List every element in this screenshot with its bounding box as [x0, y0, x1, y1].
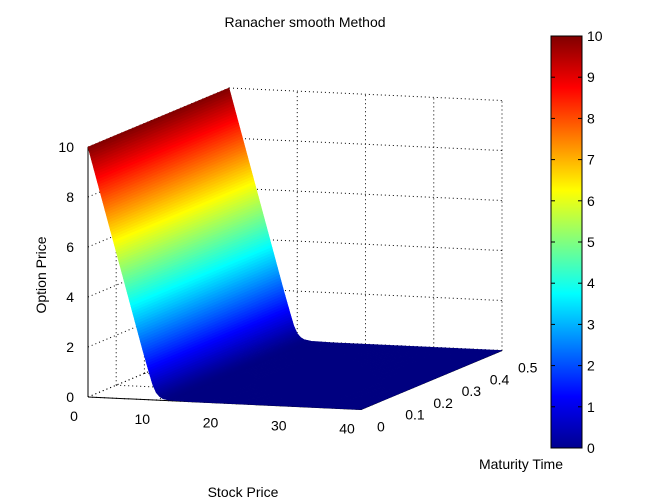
y-tick-label: 0.4	[490, 371, 510, 387]
colorbar-tick-label: 6	[587, 193, 595, 209]
x-axis-label: Stock Price	[208, 484, 279, 500]
colorbar-tick-label: 7	[587, 152, 595, 168]
y-axis-label: Maturity Time	[479, 456, 563, 472]
colorbar-tick-label: 5	[587, 234, 595, 250]
z-tick-label: 10	[58, 139, 74, 155]
z-tick-label: 2	[66, 339, 74, 355]
y-tick-label: 0.5	[518, 360, 538, 376]
back-wall-grid-z	[228, 137, 503, 151]
z-tick-label: 0	[66, 389, 74, 405]
colorbar-tick-label: 9	[587, 69, 595, 85]
chart-title: Ranacher smooth Method	[224, 14, 385, 30]
z-tick-label: 4	[66, 289, 74, 305]
x-tick-label: 30	[271, 417, 287, 433]
colorbar-tick-label: 3	[587, 316, 595, 332]
x-tick-label: 0	[70, 408, 78, 424]
colorbar-tick-label: 10	[587, 28, 603, 44]
z-tick-label: 8	[66, 189, 74, 205]
x-tick-label: 10	[134, 411, 150, 427]
back-wall-grid-z	[228, 237, 503, 251]
back-wall-grid-z	[228, 287, 503, 301]
z-tick-label: 6	[66, 239, 74, 255]
x-tick-label: 40	[339, 421, 355, 437]
x-tick-label: 20	[203, 414, 219, 430]
axis-tick-labels: 0 10 20 30 40 0 0.1 0.2 0.3 0.4 0.5 0 2 4 6 8 10	[58, 139, 537, 437]
colorbar-tick-label: 1	[587, 399, 595, 415]
colorbar-tick-label: 4	[587, 275, 595, 291]
y-tick-label: 0.1	[405, 407, 425, 423]
option-price-surface	[87, 87, 503, 410]
y-tick-label: 0	[377, 419, 385, 435]
colorbar-tick-label: 2	[587, 358, 595, 374]
back-wall-grid-z	[228, 87, 503, 101]
back-wall-grid-z	[228, 187, 503, 201]
colorbar: 0 1 2 3 4 5 6 7 8 9 10	[550, 28, 603, 456]
colorbar-tick-label: 8	[587, 110, 595, 126]
colorbar-tick-label: 0	[587, 440, 595, 456]
z-axis-label: Option Price	[33, 236, 49, 313]
y-tick-label: 0.3	[462, 383, 482, 399]
y-tick-label: 0.2	[433, 395, 453, 411]
colorbar-gradient	[550, 35, 583, 449]
surface-strip	[357, 350, 503, 410]
